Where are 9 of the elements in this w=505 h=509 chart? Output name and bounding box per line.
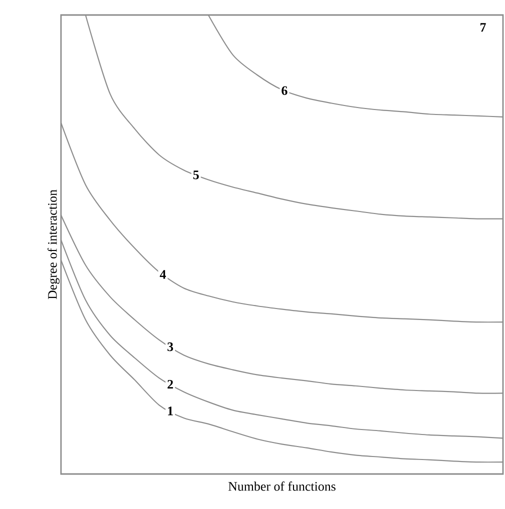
annotation: 7 (480, 23, 486, 32)
y-axis-title: Degree of interaction (48, 190, 60, 300)
series-label: 3 (168, 342, 174, 352)
series-label: 6 (282, 86, 288, 95)
series-label: 2 (168, 380, 173, 389)
series-label: 1 (168, 406, 173, 416)
series-label: 5 (193, 170, 199, 180)
series-label: 4 (160, 270, 166, 279)
x-axis-title: Number of functions (228, 482, 336, 491)
